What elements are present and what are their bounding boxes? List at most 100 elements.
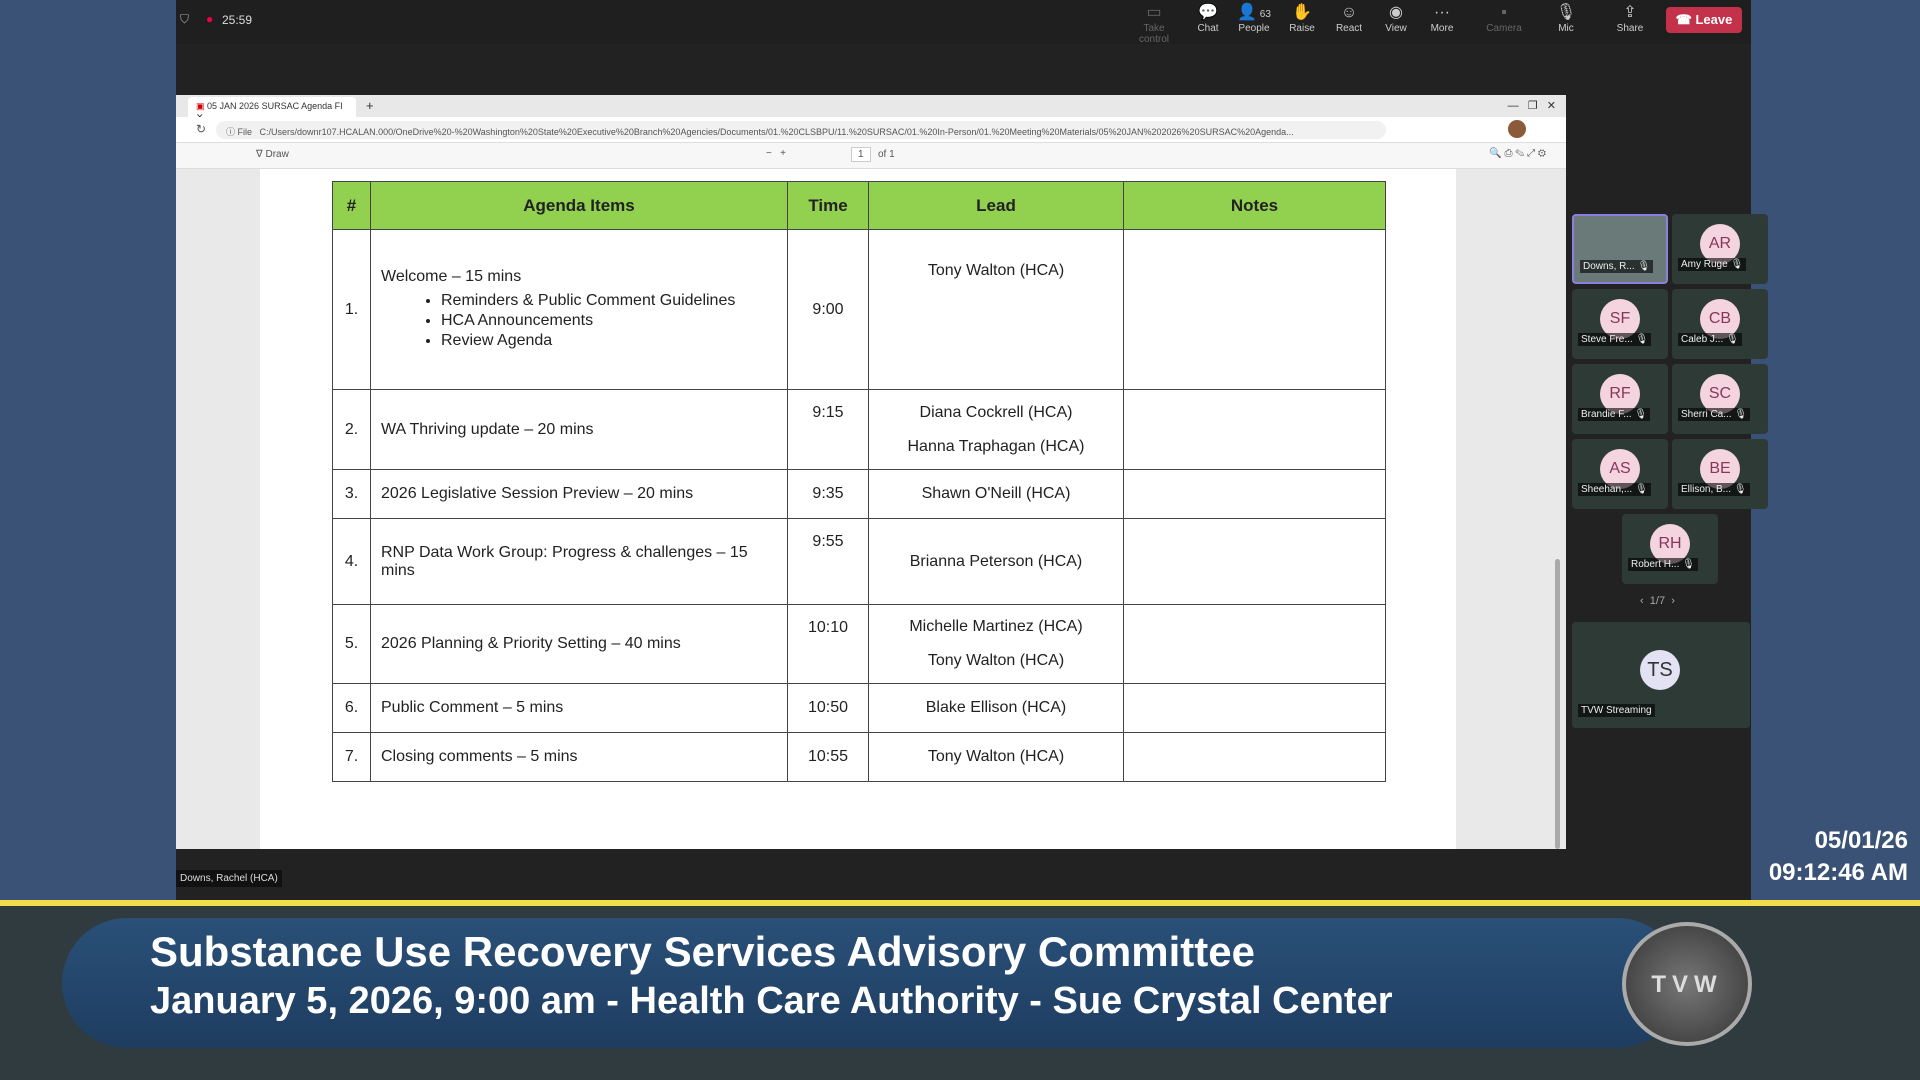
pdf-toolbar: ∇ Draw − + 1 of 1 🔍 ⎙ ✎ ⤢ ⚙ [176,143,1566,169]
name-text: Ellison, B... [1681,484,1732,495]
agenda-row: 1. Welcome – 15 mins Reminders & Public C… [332,229,1386,390]
row-number: 5. [332,604,371,684]
meeting-timer: 25:59 [222,13,253,27]
name-text: Caleb J... [1681,334,1724,345]
participant-tile[interactable]: AR Amy Ruge 🎙 [1672,214,1768,284]
toolbar-mic-button[interactable]: 🎙 Mic [1542,3,1590,34]
name-text: Amy Ruge [1681,259,1728,270]
participant-tile[interactable]: Downs, R... 🎙 [1572,214,1668,284]
toolbar-react-button[interactable]: ☺ React [1325,3,1373,34]
time: 10:55 [787,732,869,782]
date: 05/01/26 [1814,827,1908,854]
toolbar-raise-button[interactable]: ✋ Raise [1278,3,1326,34]
toolbar-take-control-button[interactable]: ▭ Take control [1130,3,1178,45]
participant-name: Amy Ruge 🎙 [1678,258,1747,271]
participant-tile[interactable]: SC Sherri Ca... 🎙 [1672,364,1768,434]
column-header: Notes [1123,181,1386,230]
draw-button[interactable]: ∇ Draw [256,149,289,160]
agenda-item-title: Welcome – 15 mins [381,267,522,285]
window-controls[interactable]: — ❐ ✕ [1507,100,1556,112]
leave-button[interactable]: ☎ Leave [1666,7,1742,33]
agenda-row: 2. WA Thriving update – 20 mins 9:15 Dia… [332,389,1386,470]
toolbar-label: Mic [1558,23,1574,34]
smile-icon: ☺ [1340,4,1358,21]
banner-subtitle: January 5, 2026, 9:00 am - Health Care A… [150,980,1393,1022]
lead: Tony Walton (HCA) [868,732,1124,782]
screen-icon: ▭ [1146,4,1162,21]
agenda-item: 2026 Planning & Priority Setting – 40 mi… [370,604,788,684]
toolbar-camera-button[interactable]: ▪ Camera [1480,3,1528,34]
lead-name: Hanna Traphagan (HCA) [907,437,1085,455]
agenda-row: 3. 2026 Legislative Session Preview – 20… [332,469,1386,519]
participant-name: Sheehan,... 🎙 [1578,483,1651,496]
participant-tile[interactable]: RF Brandie F... 🎙 [1572,364,1668,434]
agenda-row: 5. 2026 Planning & Priority Setting – 40… [332,604,1386,684]
agenda-item-title: 2026 Planning & Priority Setting – 40 mi… [381,635,681,652]
participant-name: Caleb J... 🎙 [1678,333,1742,346]
lead-name: Brianna Peterson (HCA) [909,552,1083,570]
profile-avatar[interactable] [1508,120,1526,138]
toolbar-label: Raise [1289,23,1315,34]
zoom-controls[interactable]: − + [766,148,787,159]
chat-icon: 💬 [1198,4,1218,21]
participant-name: Robert H... 🎙 [1628,558,1698,571]
column-header: Lead [868,181,1124,230]
name-text: Brandie F... [1581,409,1632,420]
lead: Diana Cockrell (HCA) Hanna Traphagan (HCA… [868,389,1124,470]
mic-off-icon: 🎙 [1726,334,1739,345]
notes [1123,389,1386,470]
new-tab-button[interactable]: + [366,98,374,113]
mic-off-icon: 🎙 [1635,334,1649,345]
notes [1123,518,1386,605]
scrollbar[interactable] [1555,559,1560,849]
tab-pdf[interactable]: ▣ 05 JAN 2026 SURSAC Agenda FI ✕ [188,97,356,122]
more-icon: ··· [1434,4,1450,21]
lead-name: Tony Walton (HCA) [927,748,1065,765]
participant-tile[interactable]: RH Robert H... 🎙 [1622,514,1718,584]
people-icon: 👤 63 [1237,4,1271,21]
participant-tile[interactable]: CB Caleb J... 🎙 [1672,289,1768,359]
avatar: SF [1600,299,1640,339]
toolbar-label: More [1430,23,1454,34]
toolbar-chat-button[interactable]: 💬 Chat [1184,3,1232,34]
url-text: C:/Users/downr107.HCALAN.000/OneDrive%20… [259,127,1294,137]
lead-name: Shawn O'Neill (HCA) [921,485,1071,502]
row-number: 4. [332,518,371,605]
notes [1123,732,1386,782]
agenda-item-title: Public Comment – 5 mins [381,699,564,716]
avatar: TS [1640,650,1680,690]
draw-label: Draw [265,149,289,160]
avatar: AR [1700,224,1740,264]
row-number: 7. [332,732,371,782]
toolbar-view-button[interactable]: ◉ View [1372,3,1420,34]
column-header: Agenda Items [370,181,788,230]
participant-tile[interactable]: BE Ellison, B... 🎙 [1672,439,1768,509]
toolbar-share-button[interactable]: ⇪ Share [1606,3,1654,34]
mic-off-icon: 🎙 [1634,484,1648,495]
url-input[interactable]: ⓘ File C:/Users/downr107.HCALAN.000/OneD… [216,121,1386,139]
row-number: 6. [332,683,371,733]
notes [1123,683,1386,733]
title-banner: Substance Use Recovery Services Advisory… [62,918,1682,1048]
agenda-item-title: 2026 Legislative Session Preview – 20 mi… [381,485,694,502]
agenda-subitem: HCA Announcements [441,312,777,330]
pdf-icon: ▣ [196,101,205,111]
time: 9:00 [787,229,869,390]
file-label: File [237,127,253,137]
pdf-tools-icons[interactable]: 🔍 ⎙ ✎ ⤢ ⚙ [1489,148,1546,159]
participant-tile[interactable]: SF Steve Fre... 🎙 [1572,289,1668,359]
participant-tile[interactable]: AS Sheehan,... 🎙 [1572,439,1668,509]
participant-name: TVW Streaming [1578,704,1655,717]
lead-name: Blake Ellison (HCA) [925,699,1067,716]
participant-pager[interactable]: ‹ 1/7 › [1640,595,1675,607]
column-header: Time [787,181,869,230]
people-count: 63 [1259,9,1271,20]
page-number-input[interactable]: 1 [851,147,871,162]
reload-icon[interactable]: ↻ [196,122,207,136]
toolbar-people-button[interactable]: 👤 63 People [1230,3,1278,34]
timestamp: 05/01/26 09:12:46 AM [1769,825,1908,889]
participant-tile-streaming[interactable]: TS TVW Streaming [1572,622,1750,728]
row-number: 1. [332,229,371,390]
toolbar-more-button[interactable]: ··· More [1418,3,1466,34]
notes [1123,229,1386,390]
